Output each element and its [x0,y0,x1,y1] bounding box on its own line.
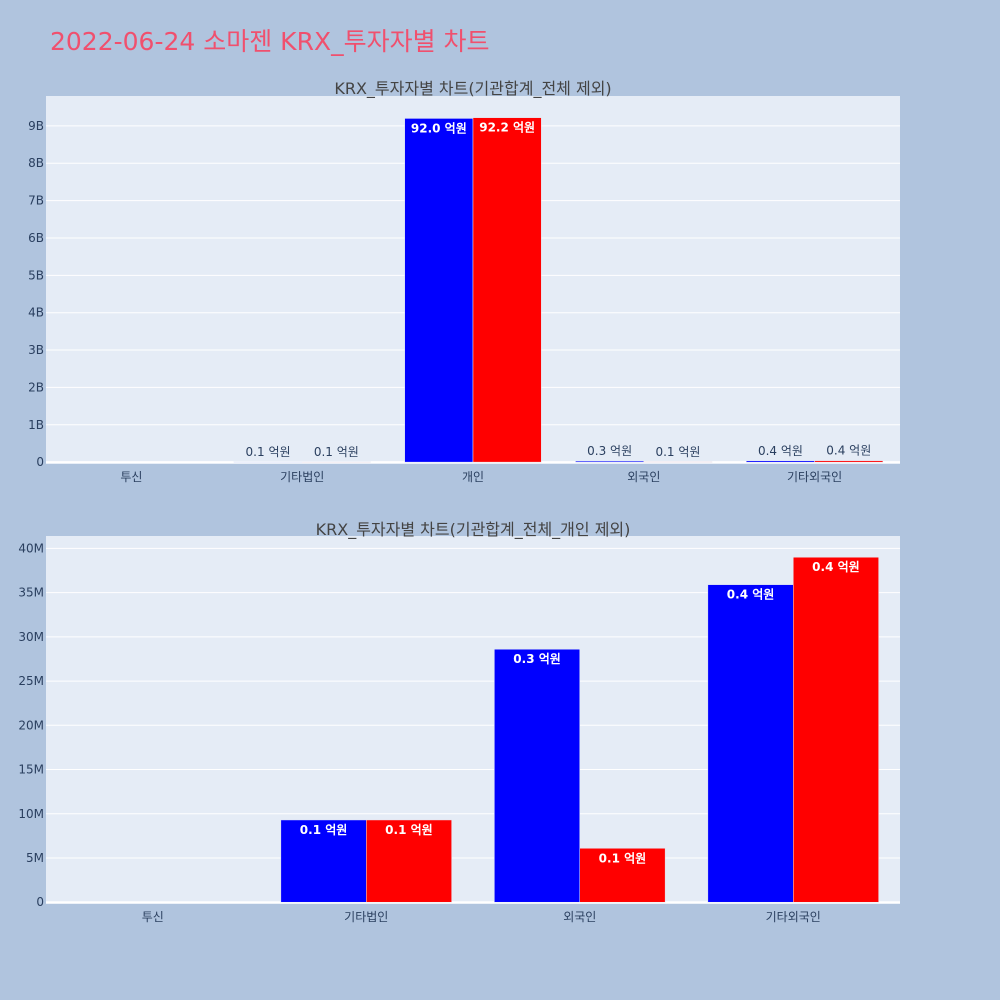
bar [793,556,879,903]
y-tick-label: 30M [18,630,44,644]
y-tick-label: 0 [36,455,44,469]
y-tick-label: 10M [18,807,44,821]
bar-data-label: 0.4 억원 [758,444,803,458]
bar-data-label: 0.1 억원 [385,823,433,837]
x-tick-label: 기타법인 [280,470,324,484]
y-tick-label: 35M [18,586,44,600]
y-tick-label: 0 [36,895,44,909]
y-tick-label: 2B [28,380,44,394]
x-tick-label: 기타외국인 [787,470,842,484]
bar [366,819,452,903]
chart-title: KRX_투자자별 차트(기관합계_전체_개인 제외) [316,520,631,540]
chart-title: KRX_투자자별 차트(기관합계_전체 제외) [334,79,611,99]
bar-data-label: 0.1 억원 [300,823,348,837]
bar-data-label: 0.3 억원 [587,444,632,458]
bar-data-label: 0.4 억원 [727,588,775,602]
y-tick-label: 6B [28,231,44,245]
y-tick-label: 5M [26,851,44,865]
bar-data-label: 0.3 억원 [513,652,561,666]
bar-data-label: 92.2 억원 [479,121,535,135]
x-tick-label: 개인 [462,470,484,484]
bar [814,460,884,463]
bar [579,848,666,903]
bar-data-label: 92.0 억원 [411,121,467,135]
x-tick-label: 투신 [120,470,142,484]
y-tick-label: 3B [28,343,44,357]
y-tick-label: 5B [28,268,44,282]
page-title: 2022-06-24 소마젠 KRX_투자자별 차트 [50,27,490,56]
bar [494,648,581,903]
bar [472,117,542,463]
y-tick-label: 15M [18,763,44,777]
x-tick-label: 투신 [142,910,164,924]
x-tick-label: 기타법인 [344,910,388,924]
bar-data-label: 0.1 억원 [655,445,700,459]
x-tick-label: 기타외국인 [766,910,821,924]
bar [280,819,367,903]
y-tick-label: 20M [18,718,44,732]
bar-data-label: 0.4 억원 [812,560,860,574]
bar [575,460,645,463]
y-tick-label: 8B [28,156,44,170]
y-tick-label: 9B [28,119,44,133]
bar-data-label: 0.4 억원 [826,444,871,458]
bar [746,460,815,463]
y-tick-label: 25M [18,674,44,688]
y-tick-label: 7B [28,194,44,208]
bar-data-label: 0.1 억원 [314,445,359,459]
bar [707,584,794,903]
y-tick-label: 40M [18,541,44,555]
y-tick-label: 4B [28,306,44,320]
bar-data-label: 0.1 억원 [246,445,291,459]
bar [404,118,474,463]
x-tick-label: 외국인 [627,470,660,484]
y-tick-label: 1B [28,418,44,432]
bar-data-label: 0.1 억원 [599,851,647,865]
x-tick-label: 외국인 [563,910,596,924]
